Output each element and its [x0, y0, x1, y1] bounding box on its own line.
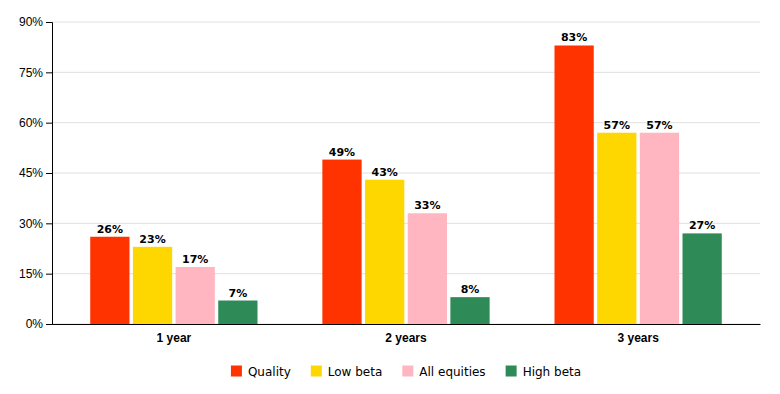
bar	[365, 180, 404, 324]
data-label: 8%	[461, 283, 480, 296]
bar	[408, 213, 447, 324]
y-tick-label: 45%	[19, 166, 43, 180]
legend-swatch	[506, 366, 517, 377]
y-axis: 0% 15% 30% 45% 60% 75% 90%	[19, 15, 53, 331]
bar	[683, 233, 722, 324]
x-axis: 1 year 2 years 3 years	[53, 325, 761, 345]
legend-swatch	[231, 366, 242, 377]
legend-item: Low beta	[311, 365, 383, 379]
bar	[176, 267, 215, 324]
data-label: 49%	[329, 146, 355, 159]
y-tick-mark	[46, 72, 52, 73]
bar	[218, 301, 257, 324]
bars	[90, 45, 722, 324]
legend-item: High beta	[506, 365, 581, 379]
bar	[640, 133, 679, 324]
data-label: 26%	[97, 223, 123, 236]
plot: 26% 49% 83% 23% 43% 57% 17% 33% 57% 7% 8% 27% 0% 15% 3…	[19, 15, 761, 344]
grid	[52, 22, 760, 324]
chart: 26% 49% 83% 23% 43% 57% 17% 33% 57% 7% 8% 27% 0% 15% 3…	[0, 0, 780, 394]
data-labels: 26% 49% 83% 23% 43% 57% 17% 33% 57% 7% 8% 27%	[97, 31, 716, 299]
legend-swatch	[402, 366, 413, 377]
y-tick: 15%	[19, 267, 52, 281]
y-tick: 30%	[19, 217, 52, 231]
x-tick: 3 years	[617, 331, 659, 345]
bar	[450, 297, 489, 324]
data-label: 17%	[182, 253, 208, 266]
x-tick: 2 years	[385, 331, 427, 345]
y-tick-label: 75%	[19, 66, 43, 80]
y-tick: 45%	[19, 166, 52, 180]
grid-line	[52, 72, 760, 73]
data-label: 33%	[414, 199, 440, 212]
y-tick: 90%	[19, 15, 52, 29]
legend-item: All equities	[402, 365, 485, 379]
legend-label: High beta	[523, 365, 581, 379]
y-tick: 75%	[19, 66, 52, 80]
y-tick-mark	[46, 173, 52, 174]
legend-item: Quality	[231, 365, 291, 379]
bar	[597, 133, 636, 324]
y-tick-label: 15%	[19, 267, 43, 281]
data-label: 7%	[229, 287, 248, 300]
data-label: 57%	[646, 119, 672, 132]
legend-label: Quality	[248, 365, 291, 379]
y-tick-mark	[46, 22, 52, 23]
y-tick-mark	[46, 274, 52, 275]
x-tick-label: 1 year	[157, 331, 192, 345]
bar	[322, 160, 361, 324]
grid-line	[52, 22, 760, 23]
x-axis-line	[53, 324, 761, 325]
x-tick-label: 2 years	[385, 331, 427, 345]
y-tick: 60%	[19, 116, 52, 130]
data-label: 23%	[139, 233, 165, 246]
y-axis-line	[46, 23, 53, 325]
data-label: 83%	[561, 31, 587, 44]
y-tick-label: 0%	[26, 317, 44, 331]
y-tick-label: 30%	[19, 217, 43, 231]
legend-label: All equities	[419, 365, 485, 379]
bar	[90, 237, 129, 324]
y-tick-label: 90%	[19, 15, 43, 29]
x-tick-label: 3 years	[617, 331, 659, 345]
data-label: 27%	[689, 219, 715, 232]
bar	[554, 45, 593, 324]
x-tick: 1 year	[157, 331, 192, 345]
data-label: 57%	[604, 119, 630, 132]
legend-swatch	[311, 366, 322, 377]
y-tick-mark	[46, 324, 52, 325]
legend-label: Low beta	[328, 365, 383, 379]
y-tick-mark	[46, 123, 52, 124]
bar	[133, 247, 172, 324]
data-label: 43%	[371, 166, 397, 179]
y-tick-label: 60%	[19, 116, 43, 130]
y-tick-mark	[46, 223, 52, 224]
y-tick: 0%	[26, 317, 52, 331]
legend: Quality Low beta All equities High beta	[231, 365, 581, 379]
